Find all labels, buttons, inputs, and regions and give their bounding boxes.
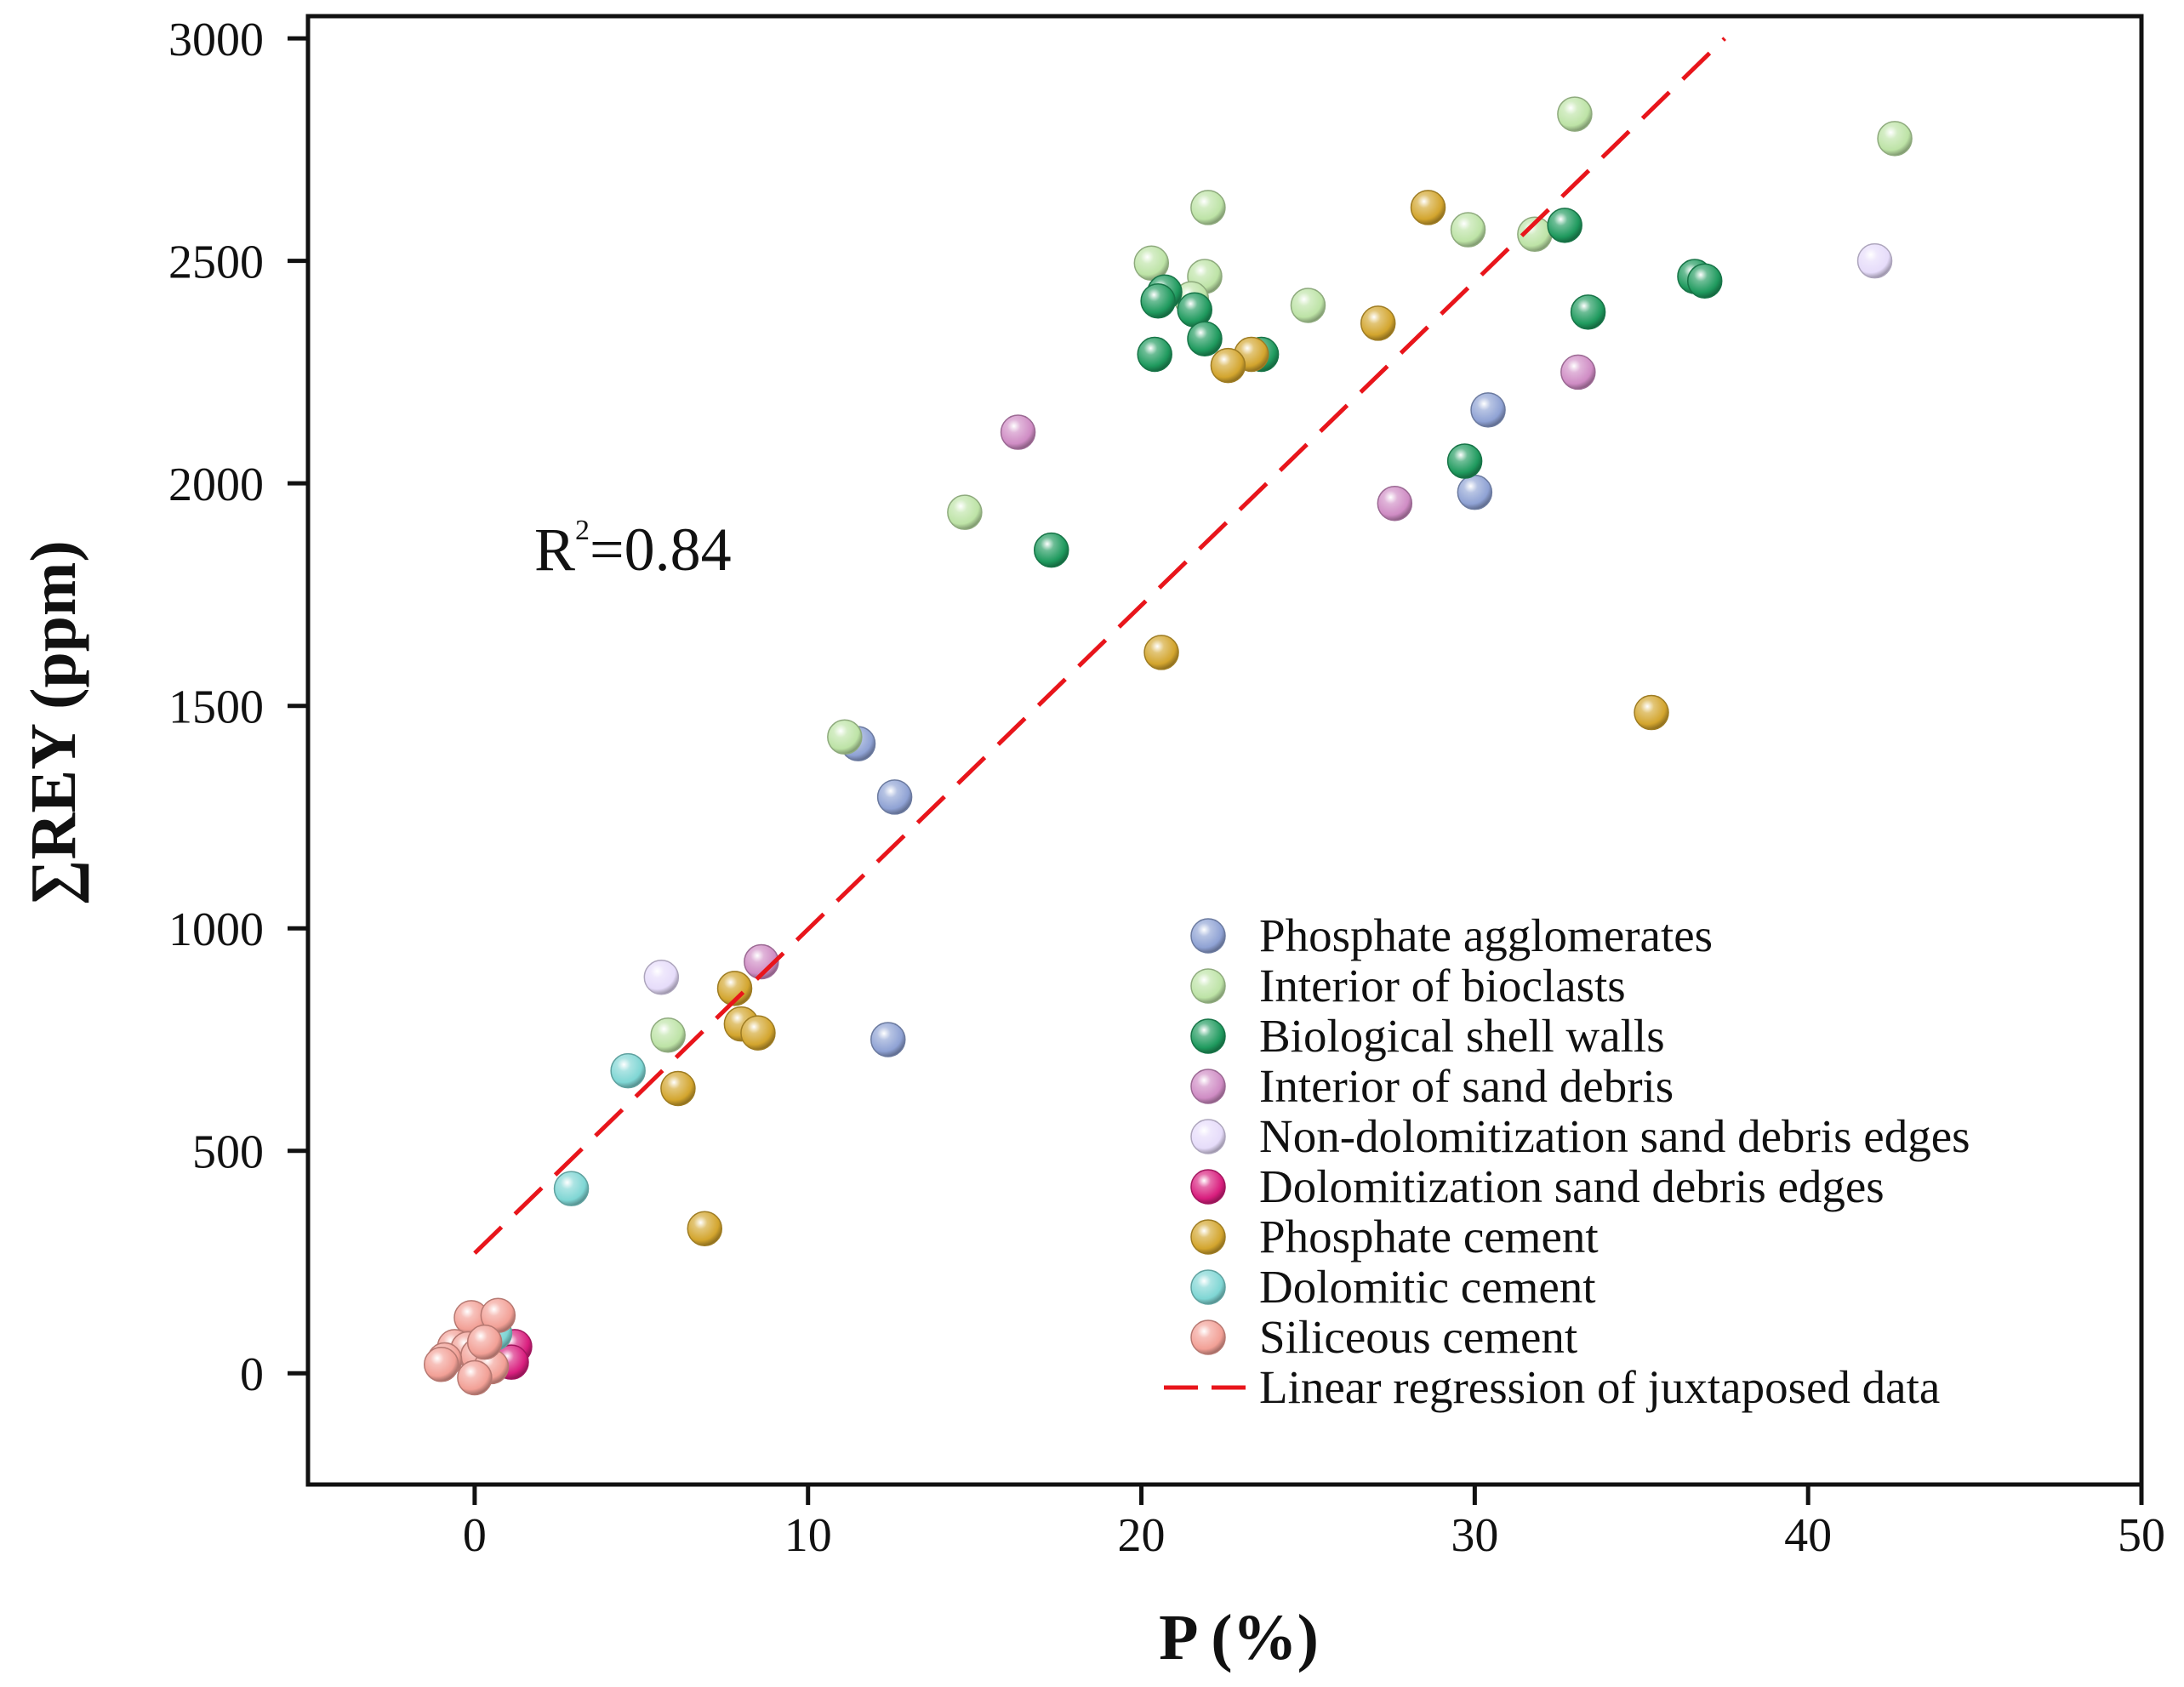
data-point: [553, 1171, 590, 1206]
data-point: [1140, 282, 1176, 319]
data-point: [1360, 305, 1396, 341]
data-point: [1190, 190, 1226, 225]
data-point: [1034, 532, 1069, 568]
data-point: [457, 1359, 493, 1396]
legend-marker: [1190, 1169, 1226, 1205]
x-axis-ticks: 0 10 20 30 40 50: [463, 1485, 2165, 1562]
r-squared-base: R: [534, 516, 575, 584]
legend-marker: [1190, 968, 1226, 1004]
data-point: [1557, 96, 1593, 132]
y-tick-label: 1000: [168, 903, 264, 956]
data-point: [947, 494, 983, 530]
data-point: [1000, 414, 1036, 450]
data-point: [1457, 474, 1493, 510]
data-point: [1470, 392, 1506, 428]
data-point: [1634, 694, 1669, 731]
y-axis-ticks: 0 500 1000 1500 2000 2500 3000: [168, 14, 308, 1401]
x-tick-label: 10: [784, 1509, 832, 1562]
data-point: [650, 1017, 686, 1053]
r-squared-superscript: 2: [575, 515, 590, 546]
data-point: [876, 779, 913, 815]
data-point: [423, 1347, 459, 1382]
data-point: [1686, 263, 1723, 299]
y-tick-label: 3000: [168, 14, 264, 66]
legend-marker: [1190, 1219, 1226, 1255]
x-tick-label: 50: [2118, 1509, 2165, 1562]
data-point: [687, 1211, 723, 1247]
legend-label: Interior of sand debris: [1259, 1060, 1674, 1112]
legend-label: Dolomitization sand debris edges: [1259, 1160, 1885, 1212]
data-point: [1187, 321, 1223, 356]
data-point: [1133, 245, 1170, 282]
legend-marker: [1190, 1269, 1226, 1305]
x-tick-label: 40: [1784, 1509, 1832, 1562]
y-tick-label: 2000: [168, 459, 264, 511]
legend-label: Biological shell walls: [1259, 1010, 1665, 1062]
data-point: [716, 971, 753, 1006]
legend-label: Phosphate agglomerates: [1259, 909, 1713, 961]
data-point: [1547, 208, 1582, 243]
legend-label: Non-dolomitization sand debris edges: [1259, 1110, 1970, 1162]
data-point: [1290, 288, 1326, 323]
legend-marker: [1190, 1018, 1226, 1054]
data-point: [610, 1052, 646, 1089]
x-tick-label: 0: [463, 1509, 487, 1562]
data-point: [1446, 443, 1483, 479]
legend-marker: [1190, 1069, 1226, 1104]
y-tick-label: 2500: [168, 237, 264, 289]
data-point: [1450, 212, 1486, 248]
plot-frame: [305, 14, 2144, 1487]
data-point: [1377, 485, 1413, 521]
data-point: [1210, 347, 1246, 384]
x-tick-label: 30: [1451, 1509, 1498, 1562]
legend-label: Siliceous cement: [1259, 1311, 1577, 1363]
data-markers: [423, 96, 1913, 1396]
data-point: [1560, 354, 1596, 390]
legend-marker: [1190, 1119, 1226, 1154]
y-tick-label: 0: [240, 1348, 264, 1401]
x-tick-label: 20: [1118, 1509, 1166, 1562]
data-point: [1143, 635, 1179, 670]
legend-marker: [1190, 1319, 1226, 1355]
x-axis-title: P (%): [1159, 1602, 1319, 1673]
data-point: [1410, 190, 1446, 225]
data-point: [1570, 294, 1606, 330]
data-point: [1856, 242, 1893, 279]
data-point: [1877, 121, 1913, 157]
data-point: [660, 1070, 696, 1107]
data-point: [1137, 336, 1172, 373]
regression-line: [473, 37, 1726, 1255]
r-squared-annotation: R2=0.84: [534, 515, 732, 584]
legend-label: Dolomitic cement: [1259, 1261, 1596, 1313]
legend-label: Linear regression of juxtaposed data: [1259, 1361, 1940, 1413]
y-axis-title: ∑REY (ppm): [18, 540, 89, 905]
data-point: [870, 1022, 906, 1057]
data-point: [643, 959, 680, 995]
y-tick-label: 500: [192, 1126, 264, 1179]
data-point: [827, 719, 863, 755]
data-point: [466, 1324, 503, 1360]
data-point: [744, 943, 779, 980]
legend-label: Interior of bioclasts: [1259, 960, 1626, 1012]
legend-label: Phosphate cement: [1259, 1211, 1599, 1262]
y-tick-label: 1500: [168, 681, 264, 734]
legend-marker: [1190, 918, 1226, 954]
r-squared-value: =0.84: [590, 516, 732, 584]
data-point: [740, 1015, 776, 1051]
